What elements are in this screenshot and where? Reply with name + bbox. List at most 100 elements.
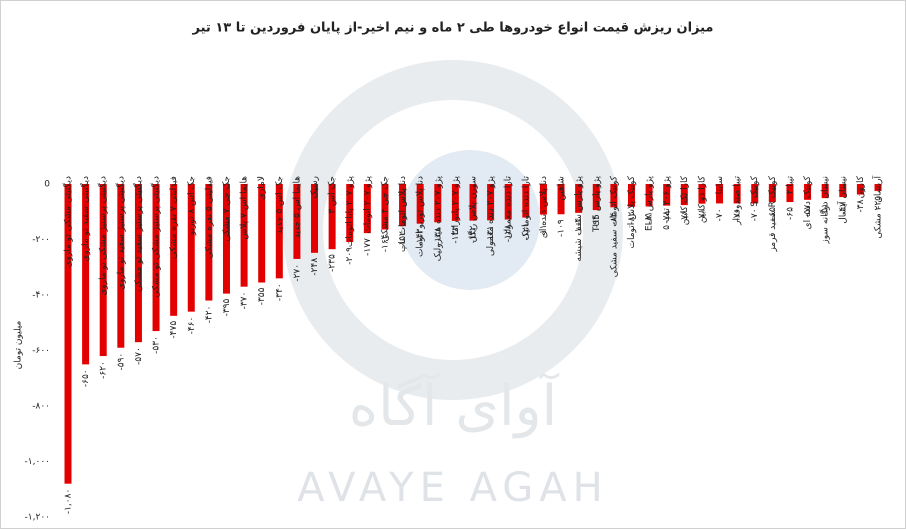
value-label: -۱۰۹ <box>557 219 567 237</box>
value-label: -۴۷ <box>838 202 848 215</box>
y-tick-label: -۸۰۰ <box>32 402 50 412</box>
bar <box>839 184 847 198</box>
value-label: -۲۰۹ <box>345 247 355 265</box>
bar <box>205 184 213 301</box>
value-label: -۳۹۵ <box>222 298 232 316</box>
category-label: کوییک R سفید قرمز <box>768 175 778 252</box>
value-label: -۹۴ <box>592 215 602 228</box>
y-tick-label: -۲۰۰ <box>32 235 50 245</box>
category-label: لاماری <box>257 176 267 200</box>
bar <box>751 184 759 204</box>
bar <box>170 184 178 316</box>
bar <box>152 184 160 332</box>
category-label: فیدلیتی ۵ نفره مشکی <box>204 176 214 259</box>
category-label: پژو ۲۰۷ اتومات <box>363 176 373 234</box>
bar <box>117 184 125 348</box>
value-label: -۱۱۰ <box>539 220 549 238</box>
watermark-en: AVAYE AGAH <box>297 465 608 511</box>
bar <box>64 184 72 484</box>
bar <box>504 184 512 220</box>
bar <box>434 184 442 223</box>
y-tick-label: 0 <box>44 180 50 190</box>
category-label: دنا پلاس دنده ای <box>539 176 549 238</box>
y-tick-label: -۱,۰۰۰ <box>25 457 50 467</box>
value-label: -۶۵۰ <box>81 369 91 387</box>
bar <box>522 184 530 218</box>
category-label: دیگنیتی سفید تو ماروی <box>79 176 91 262</box>
y-tick-label: -۶۰۰ <box>32 346 50 356</box>
category-label: جک جی ۷ مشکی <box>222 176 232 241</box>
category-label: پژو پارس سقف شیشه <box>574 176 584 262</box>
value-label: -۷۸ <box>662 210 672 223</box>
value-label: -۱,۰۸۰ <box>64 489 74 514</box>
value-label: -۳۴۰ <box>275 283 285 301</box>
value-label: -۶۲۰ <box>99 361 109 379</box>
y-axis-title: میلیون تومان <box>14 320 24 369</box>
category-label: دنا پلاس توربو اتومات <box>416 176 426 257</box>
category-label: پژو ۲۰۷ دنده معمولی <box>486 176 496 257</box>
category-label: کوییک S <box>750 175 760 207</box>
category-label: تیبا ۲ <box>785 176 795 195</box>
bar <box>346 184 354 242</box>
value-label: -۶۵ <box>785 207 795 220</box>
value-label: -۴۶۰ <box>187 317 197 335</box>
bar <box>451 184 459 221</box>
bar <box>856 184 864 195</box>
bar <box>592 184 600 211</box>
category-label: پژو پارس ELX <box>645 176 655 231</box>
bar <box>539 184 547 215</box>
category-label: نیسان دوگانه سوز <box>819 176 831 245</box>
category-label: جک اس ۸ توربو <box>187 176 197 236</box>
value-label: -۳۷۰ <box>240 292 250 310</box>
category-label: کارا تک کابین <box>680 175 690 225</box>
watermark-fa: آوای آگاه <box>349 372 560 439</box>
category-label: پژو ۲۰۷ پانا اتومات <box>345 176 355 248</box>
value-label: -۷۶ <box>680 210 690 223</box>
category-label: تارا دنده معمولی <box>504 176 514 240</box>
value-label: -۲۵ <box>874 196 884 209</box>
bar <box>363 184 371 234</box>
category-label: دیگنیتی پرستیژ سفید تو مشکی <box>132 176 144 292</box>
category-label: هایما اس ۵ جدید <box>292 176 302 239</box>
category-label: کارون <box>856 175 866 198</box>
category-label: کارا دو کابین <box>697 175 707 223</box>
value-label: -۲۴۸ <box>310 258 320 276</box>
bar <box>469 184 477 221</box>
category-label: تارا دنده اتوماتیک <box>521 176 531 241</box>
bar <box>716 184 724 204</box>
bar <box>575 184 583 213</box>
value-label: -۷۰ <box>750 208 760 221</box>
bar <box>680 184 688 206</box>
category-label: آریسان ۲ مشکی <box>872 176 884 239</box>
category-label: نیسان آیسال <box>836 176 848 224</box>
category-label: هایما اس ۷ پلاس <box>240 176 250 240</box>
bar <box>627 184 635 207</box>
bar <box>381 184 389 230</box>
bar <box>416 184 424 224</box>
bar <box>487 184 495 221</box>
value-label: -۲۳۵ <box>328 254 338 272</box>
bar <box>187 184 195 312</box>
category-label: پژو ۲۰۶ تیپ ۵ <box>662 176 672 230</box>
bar <box>399 184 407 227</box>
bar <box>328 184 336 250</box>
category-label: کوییک دنده ای <box>803 175 813 229</box>
category-label: دیگنیتی مشکی تو ماروی <box>62 176 74 268</box>
category-label: پژو پارس TU5 <box>592 176 602 233</box>
bar <box>663 184 671 206</box>
value-label: -۸۱ <box>645 211 655 224</box>
bar <box>804 184 812 200</box>
category-label: جک اس ۳ <box>328 176 338 214</box>
category-label: دیگنیتی پرستیژ سفید تو ماروی <box>114 176 126 290</box>
bar <box>610 184 618 208</box>
category-label: سورن پلاس ریگل <box>467 176 479 242</box>
value-label: -۱۴۳ <box>416 229 426 247</box>
value-label: -۳۵۵ <box>257 287 267 305</box>
bar <box>258 184 266 283</box>
value-label: -۵۱ <box>821 203 831 216</box>
y-tick-label: -۴۰۰ <box>32 291 50 301</box>
bar <box>222 184 230 294</box>
value-label: -۱۳۱ <box>486 225 496 243</box>
bar <box>698 184 706 204</box>
